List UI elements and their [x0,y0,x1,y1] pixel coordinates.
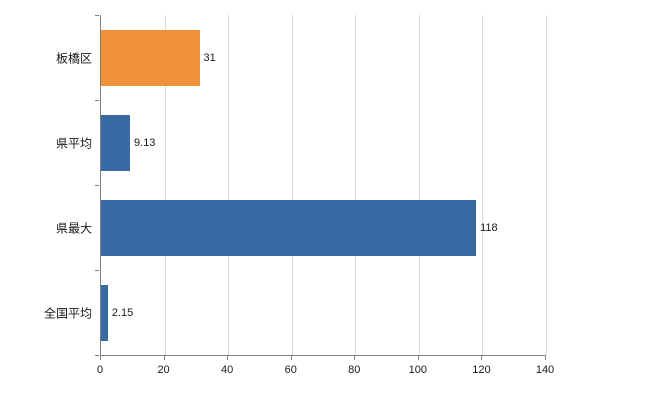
gridline [355,15,357,355]
y-tick-mark [95,355,99,356]
bar [101,284,108,341]
y-tick-mark [95,270,99,271]
x-tick-mark [545,356,546,360]
bar-value-label: 9.13 [134,136,156,149]
bar [101,199,477,256]
category-label: 全国平均 [43,306,92,320]
x-tick-label: 0 [96,364,104,376]
category-label: 板橋区 [55,51,92,65]
gridline [482,15,484,355]
x-tick-label: 80 [348,364,361,376]
y-tick-mark [95,15,99,16]
plot-area: 31 9.13 118 2.15 [100,15,547,356]
bar-value-label: 31 [203,51,216,64]
bar-value-label: 118 [480,221,498,234]
x-tick-label: 140 [535,364,555,376]
bar [101,29,200,86]
x-tick-label: 40 [221,364,234,376]
x-tick-label: 60 [284,364,297,376]
x-tick-mark [163,356,165,360]
gridline [228,15,230,355]
y-tick-mark [95,185,99,186]
x-tick-mark [354,356,356,360]
category-label: 県平均 [55,136,92,150]
x-tick-label: 20 [157,364,170,376]
x-tick-mark [100,356,101,360]
x-tick-mark [227,356,229,360]
bar [101,114,131,171]
x-tick-mark [290,356,292,360]
gridline [164,15,166,355]
x-tick-label: 120 [472,364,491,376]
bar-value-label: 2.15 [111,306,134,319]
gridline [291,15,293,355]
x-tick-mark [481,356,483,360]
gridline [546,15,547,355]
y-tick-mark [95,100,99,101]
x-tick-label: 100 [408,364,428,376]
x-tick-mark [417,356,419,360]
gridline [418,15,420,355]
category-label: 県最大 [55,221,92,235]
